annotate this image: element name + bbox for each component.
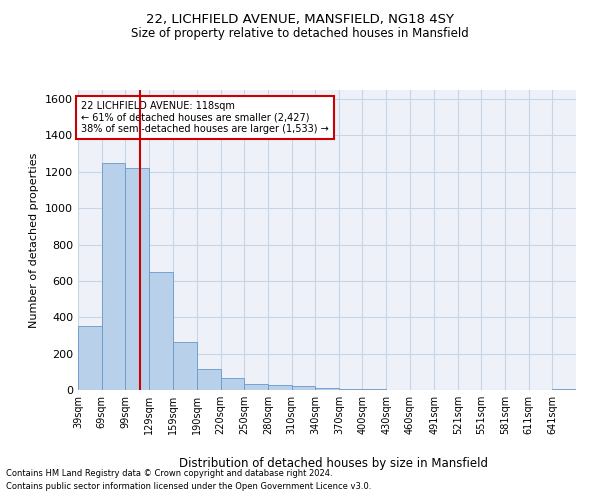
Text: Size of property relative to detached houses in Mansfield: Size of property relative to detached ho…	[131, 28, 469, 40]
Text: Contains HM Land Registry data © Crown copyright and database right 2024.: Contains HM Land Registry data © Crown c…	[6, 468, 332, 477]
Bar	[101, 162, 125, 390]
Bar	[553, 389, 576, 390]
Bar	[221, 378, 244, 390]
Bar	[268, 386, 292, 390]
Bar	[149, 272, 173, 390]
Text: Distribution of detached houses by size in Mansfield: Distribution of detached houses by size …	[179, 458, 488, 470]
Bar	[173, 342, 197, 390]
Bar	[125, 168, 149, 390]
Y-axis label: Number of detached properties: Number of detached properties	[29, 152, 40, 328]
Bar	[244, 384, 268, 390]
Bar	[78, 326, 101, 390]
Bar	[197, 369, 221, 390]
Bar	[315, 388, 339, 390]
Bar	[339, 389, 362, 390]
Text: 22, LICHFIELD AVENUE, MANSFIELD, NG18 4SY: 22, LICHFIELD AVENUE, MANSFIELD, NG18 4S…	[146, 12, 454, 26]
Text: 22 LICHFIELD AVENUE: 118sqm
← 61% of detached houses are smaller (2,427)
38% of : 22 LICHFIELD AVENUE: 118sqm ← 61% of det…	[81, 101, 329, 134]
Text: Contains public sector information licensed under the Open Government Licence v3: Contains public sector information licen…	[6, 482, 371, 491]
Bar	[292, 386, 315, 390]
